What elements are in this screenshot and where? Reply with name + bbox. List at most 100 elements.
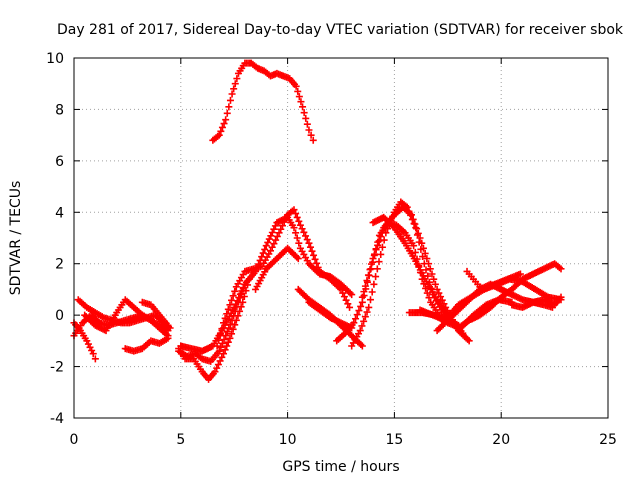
data-point <box>389 222 397 230</box>
data-point <box>372 273 380 281</box>
data-point <box>228 330 236 338</box>
data-point <box>419 244 427 252</box>
data-point <box>282 214 290 222</box>
y-tick-label: -4 <box>50 411 64 427</box>
data-point <box>294 87 302 95</box>
data-point <box>300 109 308 117</box>
data-point <box>414 229 422 237</box>
data-point <box>360 288 368 296</box>
data-point <box>409 215 417 223</box>
data-point <box>290 224 298 232</box>
data-point <box>465 337 473 345</box>
data-points <box>70 59 565 383</box>
data-point <box>218 339 226 347</box>
data-point <box>303 120 311 128</box>
chart-title: Day 281 of 2017, Sidereal Day-to-day VTE… <box>57 22 624 38</box>
data-point <box>308 247 316 255</box>
data-point <box>280 218 288 226</box>
data-point <box>215 131 223 139</box>
data-point <box>413 225 421 233</box>
data-point <box>214 361 222 369</box>
data-point <box>337 285 345 293</box>
data-point <box>433 285 441 293</box>
data-point <box>228 90 236 98</box>
data-point <box>213 364 221 372</box>
data-point <box>216 357 224 365</box>
data-point <box>164 334 172 342</box>
data-point <box>423 289 431 297</box>
data-point <box>300 228 308 236</box>
data-point <box>426 265 434 273</box>
grid <box>74 58 608 418</box>
y-tick-label: -2 <box>50 360 64 376</box>
data-point <box>374 241 382 249</box>
data-point <box>364 271 372 279</box>
data-point <box>314 263 322 271</box>
data-point <box>220 350 228 358</box>
data-point <box>358 293 366 301</box>
data-point <box>430 275 438 283</box>
data-point <box>270 240 278 248</box>
data-point <box>224 305 232 313</box>
data-point <box>233 75 241 83</box>
data-point <box>277 225 285 233</box>
data-point <box>224 338 232 346</box>
data-point <box>435 289 443 297</box>
data-point <box>290 206 298 214</box>
data-point <box>412 224 420 232</box>
data-point <box>302 232 310 240</box>
data-point <box>226 301 234 309</box>
data-point <box>309 136 317 144</box>
data-point <box>335 284 343 292</box>
data-point <box>218 325 226 333</box>
data-point <box>239 284 247 292</box>
data-point <box>270 225 278 233</box>
data-point <box>311 255 319 263</box>
data-point <box>218 353 226 361</box>
data-point <box>358 342 366 350</box>
y-tick-label: 2 <box>55 257 64 273</box>
data-point <box>222 332 230 340</box>
data-point <box>353 311 361 319</box>
data-point <box>377 233 385 241</box>
data-point <box>264 238 272 246</box>
axis-ticks: 0 5 10 15 20 25 -4 -2 0 2 4 6 8 10 <box>46 51 617 448</box>
data-point <box>235 294 243 302</box>
data-point <box>164 321 172 329</box>
y-tick-label: 6 <box>55 154 64 170</box>
data-point <box>226 320 234 328</box>
data-point <box>259 249 267 257</box>
x-tick-label: 10 <box>279 432 297 448</box>
data-point <box>339 289 347 297</box>
data-point <box>273 232 281 240</box>
data-point <box>275 229 283 237</box>
data-point <box>306 243 314 251</box>
data-point <box>292 210 300 218</box>
data-point <box>516 270 524 278</box>
data-point <box>217 343 225 351</box>
data-point <box>380 236 388 244</box>
data-point <box>228 316 236 324</box>
data-point <box>265 235 273 243</box>
data-point <box>296 221 304 229</box>
data-point <box>297 98 305 106</box>
data-point <box>292 82 300 90</box>
data-point <box>377 250 385 258</box>
data-point <box>295 93 303 101</box>
data-point <box>363 277 371 285</box>
data-point <box>307 131 315 139</box>
x-tick-label: 20 <box>492 432 510 448</box>
data-point <box>268 243 276 251</box>
data-point <box>272 236 280 244</box>
data-point <box>267 247 275 255</box>
x-tick-label: 5 <box>176 432 185 448</box>
data-point <box>223 310 231 318</box>
data-point <box>370 280 378 288</box>
data-point <box>223 109 231 117</box>
data-point <box>89 350 97 358</box>
data-point <box>217 127 225 135</box>
data-point <box>91 355 99 363</box>
data-point <box>213 342 221 350</box>
data-point <box>340 293 348 301</box>
data-point <box>262 242 270 250</box>
